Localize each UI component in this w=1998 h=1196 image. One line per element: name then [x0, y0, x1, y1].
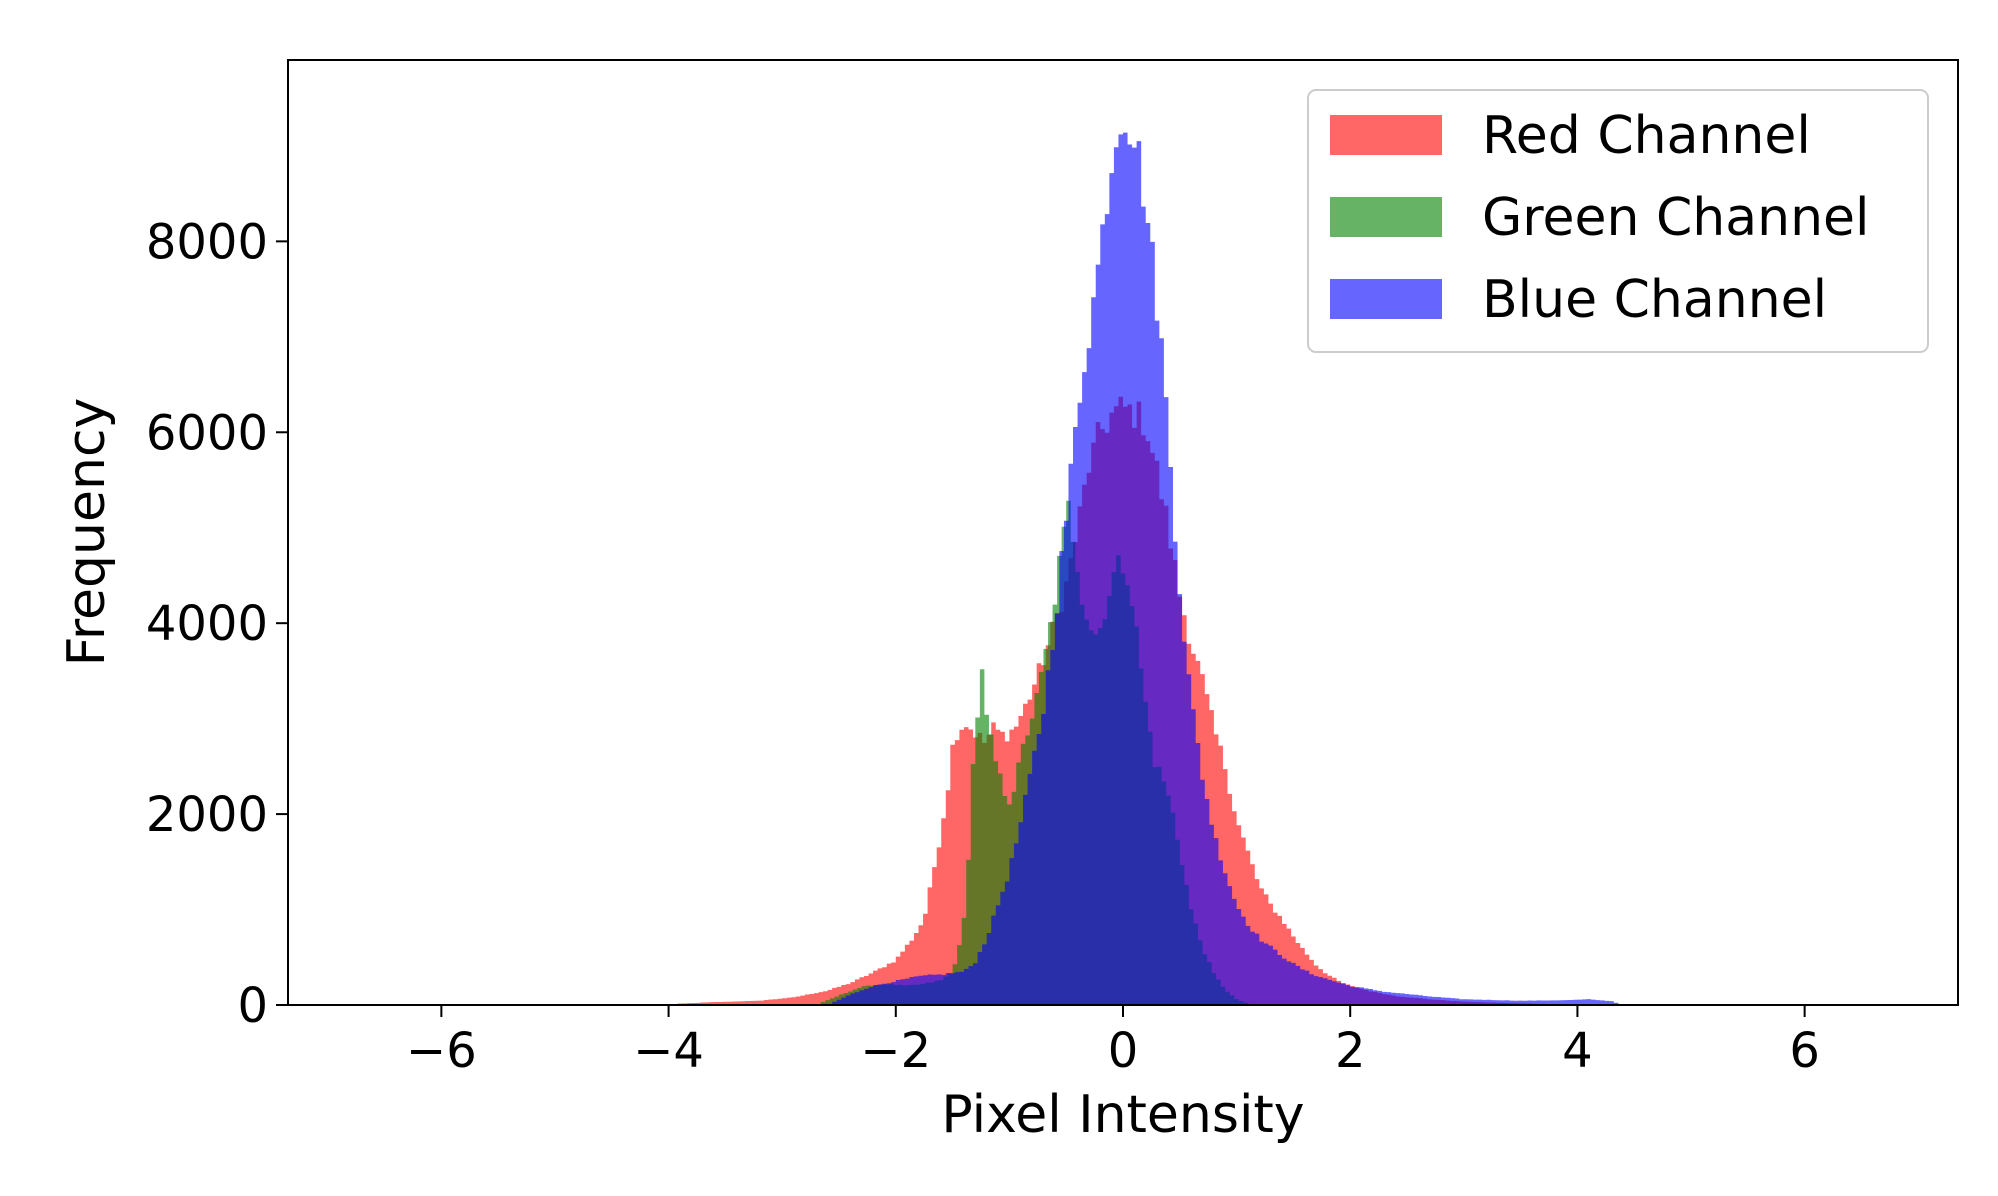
- x-tick-label: 6: [1789, 1023, 1820, 1079]
- x-tick-label: −2: [860, 1023, 931, 1079]
- plot-area: [668, 132, 1623, 1005]
- x-tick-label: 2: [1335, 1023, 1366, 1079]
- y-tick-label: 2000: [146, 787, 268, 843]
- x-axis-label: Pixel Intensity: [941, 1085, 1304, 1145]
- y-tick-label: 6000: [146, 405, 268, 461]
- legend-swatch-blue-channel: [1330, 279, 1442, 319]
- legend-label-green-channel: Green Channel: [1482, 188, 1870, 248]
- x-tick-label: −4: [633, 1023, 704, 1079]
- legend-swatch-red-channel: [1330, 115, 1442, 155]
- y-tick-label: 0: [237, 978, 268, 1034]
- x-tick-label: 0: [1108, 1023, 1139, 1079]
- legend-frame: [1307, 89, 1929, 353]
- legend-label-red-channel: Red Channel: [1482, 106, 1811, 166]
- y-tick-label: 4000: [146, 596, 268, 652]
- y-tick-label: 8000: [146, 214, 268, 270]
- legend-label-blue-channel: Blue Channel: [1482, 270, 1827, 330]
- y-axis-label: Frequency: [57, 398, 117, 667]
- legend-swatch-green-channel: [1330, 197, 1442, 237]
- x-axis-ticks: −6 −4 −2 0 2 4 6: [406, 1005, 1820, 1079]
- legend: Red Channel Green Channel Blue Channel: [1307, 89, 1929, 353]
- x-tick-label: −6: [406, 1023, 477, 1079]
- y-axis-ticks: 0 2000 4000 6000 8000: [146, 214, 288, 1034]
- x-tick-label: 4: [1562, 1023, 1593, 1079]
